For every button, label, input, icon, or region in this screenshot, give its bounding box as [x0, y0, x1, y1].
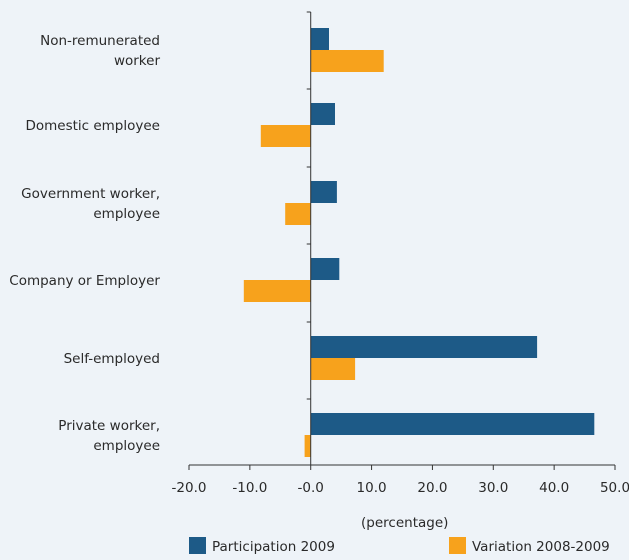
category-label: Domestic employee — [25, 118, 160, 134]
x-tick-label: -0.0 — [298, 480, 324, 496]
x-tick-label: -10.0 — [232, 480, 267, 496]
category-label: employee — [93, 438, 160, 454]
legend-label-participation: Participation 2009 — [212, 539, 335, 555]
category-label: Self-employed — [64, 351, 160, 367]
legend-label-variation: Variation 2008-2009 — [472, 539, 610, 555]
x-tick-label: 50.0 — [600, 480, 629, 496]
x-tick-label: 10.0 — [357, 480, 387, 496]
bar-variation-1 — [260, 125, 311, 147]
x-tick-label: 30.0 — [478, 480, 508, 496]
category-label: Private worker, — [58, 418, 160, 434]
bar-participation-4 — [310, 336, 538, 358]
bar-variation-0 — [310, 50, 384, 72]
bar-participation-0 — [310, 28, 329, 50]
category-label: worker — [114, 53, 160, 69]
x-tick-label: 40.0 — [539, 480, 569, 496]
legend-swatch-participation — [189, 537, 206, 554]
bar-participation-1 — [310, 103, 335, 125]
x-axis-title: (percentage) — [361, 515, 448, 531]
bar-variation-5 — [304, 435, 311, 457]
category-label: Company or Employer — [9, 273, 160, 289]
category-label: Non-remunerated — [40, 33, 160, 49]
axis-layer: -20.0 -10.0 -0.0 10.0 20.0 30.0 40.0 50.0 — [172, 11, 629, 496]
category-labels: Non-remunerated worker Domestic employee Go… — [9, 33, 160, 454]
x-tick-label: -20.0 — [172, 480, 207, 496]
bar-participation-2 — [310, 181, 337, 203]
bar-variation-2 — [285, 203, 311, 225]
category-label: Government worker, — [21, 186, 160, 202]
bar-participation-3 — [310, 258, 340, 280]
bar-participation-5 — [310, 413, 595, 435]
bar-variation-4 — [310, 358, 356, 380]
legend: Participation 2009 Variation 2008-2009 — [189, 537, 610, 555]
x-tick-label: 20.0 — [417, 480, 447, 496]
category-label: employee — [93, 206, 160, 222]
bar-variation-3 — [243, 280, 311, 302]
legend-swatch-variation — [449, 537, 466, 554]
bars-layer — [243, 28, 595, 457]
